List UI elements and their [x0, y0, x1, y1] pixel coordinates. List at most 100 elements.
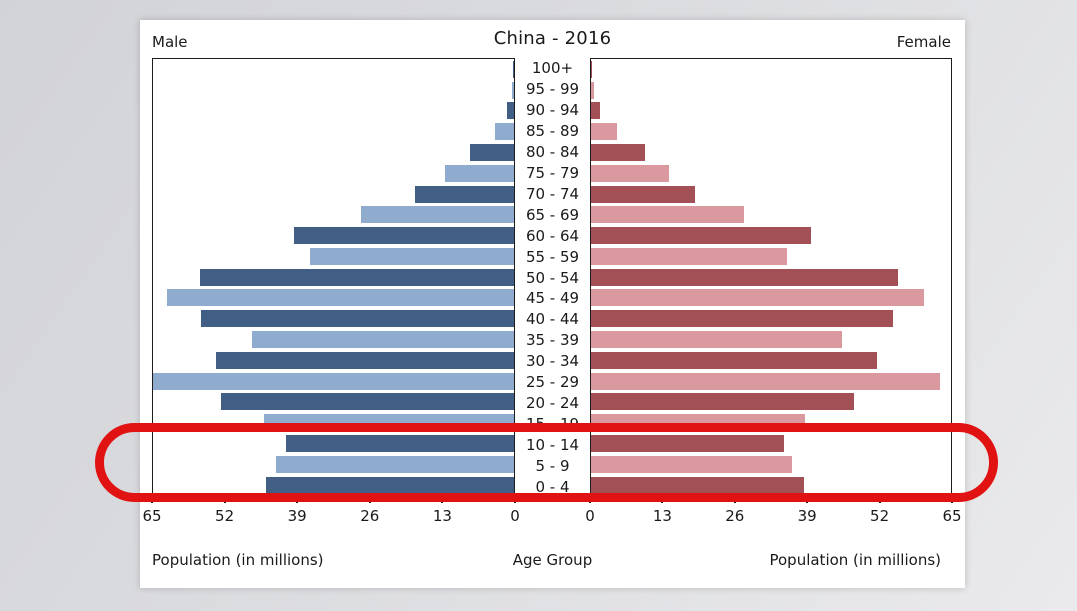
age-group-label: 10 - 14 [515, 434, 590, 456]
bar-row [153, 392, 514, 413]
axis-tick-label: 39 [287, 507, 307, 525]
age-group-label: 55 - 59 [515, 246, 590, 268]
axis-tick-label: 26 [360, 507, 380, 525]
axis-tick-label: 13 [432, 507, 452, 525]
age-group-label: 25 - 29 [515, 371, 590, 393]
bar-row [153, 433, 514, 454]
bar-female-95-99 [591, 81, 594, 99]
axis-tick-label: 39 [797, 507, 817, 525]
age-group-label: 90 - 94 [515, 99, 590, 121]
female-x-axis: 0 13 26 39 52 65 [585, 497, 962, 529]
bar-male-40-44 [200, 310, 514, 328]
red-highlight-oval-annotation [95, 423, 998, 502]
bar-row [153, 454, 514, 475]
bar-row [153, 163, 514, 184]
bar-female-70-74 [591, 185, 696, 203]
age-group-label: 100+ [515, 58, 590, 79]
age-group-label: 5 - 9 [515, 455, 590, 477]
bar-row [153, 371, 514, 392]
bar-row [591, 184, 951, 205]
bar-female-80-84 [591, 144, 645, 162]
bar-female-55-59 [591, 247, 788, 265]
bar-row [591, 475, 951, 496]
bar-male-90-94 [506, 102, 514, 120]
bar-female-85-89 [591, 123, 618, 141]
bar-row [591, 454, 951, 475]
bar-row [591, 59, 951, 80]
bar-row [591, 350, 951, 371]
bar-row [153, 204, 514, 225]
bar-male-25-29 [153, 372, 514, 390]
bar-row [591, 246, 951, 267]
bar-row [591, 225, 951, 246]
bar-female-90-94 [591, 102, 600, 120]
bar-row [591, 267, 951, 288]
bar-row [591, 80, 951, 101]
bar-row [591, 329, 951, 350]
bar-row [153, 329, 514, 350]
bar-female-45-49 [591, 289, 924, 307]
bar-row [591, 121, 951, 142]
axis-tick-label: 65 [942, 507, 962, 525]
bar-female-60-64 [591, 227, 811, 245]
bar-female-65-69 [591, 206, 744, 224]
bar-female-75-79 [591, 164, 670, 182]
age-group-label: 65 - 69 [515, 204, 590, 226]
bar-male-95-99 [512, 81, 514, 99]
age-group-label: 75 - 79 [515, 162, 590, 184]
age-group-label: 20 - 24 [515, 392, 590, 414]
male-header-label: Male [152, 33, 188, 51]
bar-row [153, 246, 514, 267]
bar-female-35-39 [591, 331, 843, 349]
age-group-label: 50 - 54 [515, 267, 590, 288]
bar-row [153, 142, 514, 163]
bar-female-50-54 [591, 268, 898, 286]
age-group-label: 30 - 34 [515, 350, 590, 372]
bar-male-65-69 [360, 206, 514, 224]
bar-row [153, 267, 514, 288]
bar-row [153, 350, 514, 371]
axis-tick-label: 65 [142, 507, 162, 525]
bar-female-30-34 [591, 351, 877, 369]
axis-tick-label: 52 [870, 507, 890, 525]
female-header-label: Female [896, 33, 951, 51]
bar-row [591, 288, 951, 309]
bar-row [153, 308, 514, 329]
bar-row [591, 392, 951, 413]
bar-female-20-24 [591, 393, 855, 411]
bar-row [591, 163, 951, 184]
bar-male-55-59 [310, 247, 514, 265]
axis-tick-label: 26 [725, 507, 745, 525]
chart-title: China - 2016 [493, 28, 612, 49]
bar-male-35-39 [252, 331, 514, 349]
bar-male-20-24 [220, 393, 514, 411]
bar-male-50-54 [199, 268, 514, 286]
bar-row [153, 59, 514, 80]
bar-male-45-49 [166, 289, 514, 307]
bar-row [591, 204, 951, 225]
bar-male-0-4 [266, 476, 514, 494]
bar-row [153, 80, 514, 101]
bar-male-100+ [513, 60, 514, 78]
age-group-label: 80 - 84 [515, 141, 590, 163]
bar-row [591, 308, 951, 329]
bar-row [591, 101, 951, 122]
age-group-label: 35 - 39 [515, 329, 590, 351]
axis-tick-label: 13 [652, 507, 672, 525]
bar-male-80-84 [470, 144, 514, 162]
bar-row [591, 371, 951, 392]
axis-tick-label: 0 [510, 507, 520, 525]
bar-female-5-9 [591, 455, 793, 473]
bar-row [591, 433, 951, 454]
bar-row [153, 288, 514, 309]
bar-row [153, 184, 514, 205]
bar-male-75-79 [444, 164, 514, 182]
age-group-label: 0 - 4 [515, 476, 590, 498]
bar-female-100+ [591, 60, 592, 78]
age-group-label: 45 - 49 [515, 287, 590, 309]
bar-female-25-29 [591, 372, 940, 390]
age-group-label: 85 - 89 [515, 120, 590, 142]
bar-row [153, 475, 514, 496]
age-group-label: 70 - 74 [515, 183, 590, 205]
